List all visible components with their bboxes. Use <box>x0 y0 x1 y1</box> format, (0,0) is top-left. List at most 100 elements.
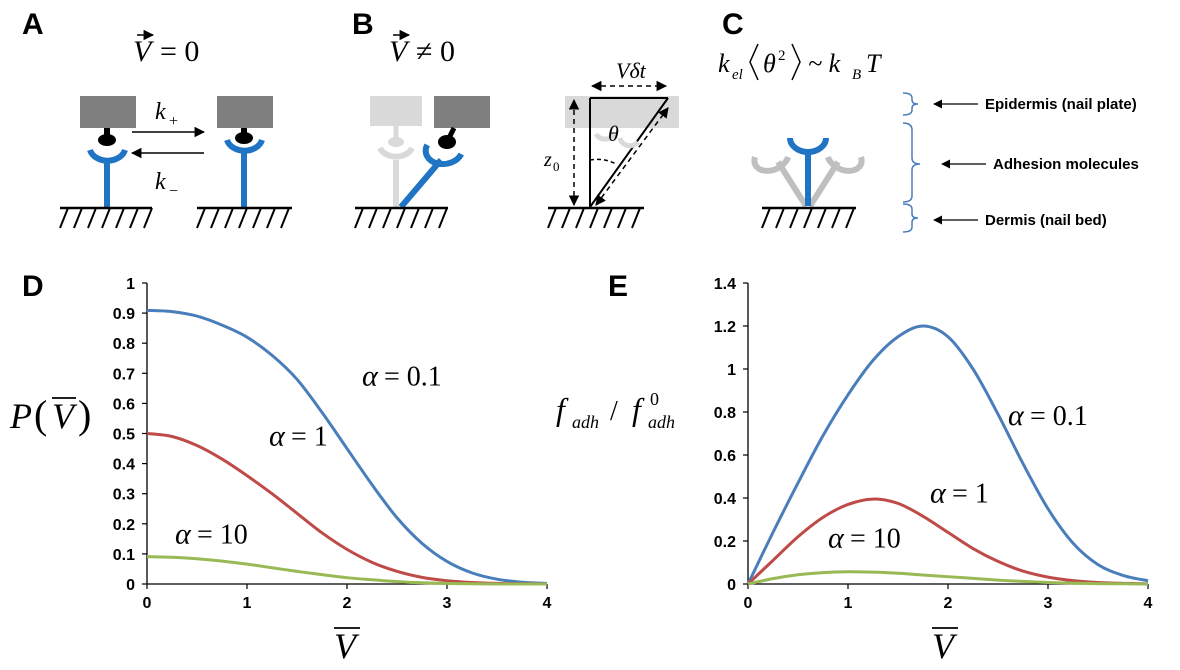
ylabel-e-sub2: adh <box>648 412 675 432</box>
panel-letter-e: E <box>608 270 628 303</box>
k-minus: k <box>155 169 166 195</box>
xlabel-d: V <box>334 626 360 666</box>
eq-c-sim: ~ k <box>808 49 841 78</box>
k-plus-sub: + <box>169 113 178 130</box>
y-tick-label: 0.1 <box>113 547 135 564</box>
ylabel-d-v: V <box>52 396 78 436</box>
layer-braces <box>902 92 921 233</box>
eq-c-theta: θ <box>763 49 776 78</box>
x-tick-label: 1 <box>844 595 853 612</box>
panel-c: C k el θ 2 ~ k B T <box>718 8 1139 233</box>
y-tick-label: 1 <box>126 276 135 293</box>
x-tick-label: 4 <box>1144 595 1153 612</box>
x-tick-label: 3 <box>443 595 452 612</box>
y-tick-label: 0.4 <box>714 491 736 508</box>
x-tick-label: 0 <box>143 595 152 612</box>
series-label-alpha: α <box>1008 399 1025 432</box>
ylabel-d-close-paren-icon: ) <box>78 392 91 437</box>
chart-e: 00.20.40.60.811.21.40 1 2 3 4α = 0.1α = 1α = 10 <box>714 276 1153 612</box>
ylabel-d-p: P <box>9 396 32 436</box>
fluctuating-molecules <box>751 137 865 208</box>
panel-a: A V = 0 k + k − <box>22 8 292 229</box>
series-line <box>746 497 1149 586</box>
y-tick-label: 0.3 <box>113 487 135 504</box>
series-label-value: = 0.1 <box>384 361 442 392</box>
eq-c: k el θ 2 ~ k B T <box>718 43 882 83</box>
z0-label: z <box>543 149 552 171</box>
panel-letter-d: D <box>22 270 44 303</box>
ground-hatch-a-left <box>59 206 153 229</box>
panel-letter-b: B <box>352 8 374 41</box>
y-tick-label: 0.9 <box>113 306 135 323</box>
ylabel-e-f: f <box>556 391 569 427</box>
ylabel-e-f0: f <box>632 391 645 427</box>
series-label-value: = 1 <box>291 422 328 453</box>
series-label-alpha: α <box>362 359 379 392</box>
x-tick-label: 2 <box>343 595 352 612</box>
bound-molecule-left <box>80 96 136 207</box>
ground-hatch-b-geom <box>547 206 644 229</box>
ylabel-e-sup0: 0 <box>650 389 659 409</box>
ylabel-e: f adh / f 0 adh <box>556 389 675 432</box>
eq-b-rhs: ≠ 0 <box>416 35 455 68</box>
v-delta-t: Vδt <box>616 58 647 83</box>
panel-b: B V ≠ 0 <box>352 8 679 229</box>
eq-c-k-sub: el <box>732 67 743 83</box>
x-tick-label: 0 <box>744 595 753 612</box>
x-tick-label: 1 <box>243 595 252 612</box>
series-label-value: = 10 <box>197 519 248 550</box>
y-tick-label: 0.8 <box>714 405 736 422</box>
eq-c-kb-sub: B <box>852 67 861 83</box>
y-tick-label: 0 <box>126 577 135 594</box>
xlabel-e: V <box>932 626 958 666</box>
series-label-alpha: α <box>175 517 192 550</box>
panel-e: E 00.20.40.60.811.21.40 1 2 3 4α = 0.1α = 1α = … <box>556 270 1153 666</box>
ground-hatch-c <box>761 206 856 229</box>
xlabel-e-v: V <box>932 626 958 666</box>
series-label-value: = 1 <box>952 478 989 509</box>
eq-c-k: k <box>718 49 730 78</box>
x-tick-label: 2 <box>944 595 953 612</box>
tilt-geometry: Vδt θ z 0 <box>543 58 679 208</box>
eq-c-sq: 2 <box>778 48 786 64</box>
panel-d: D 00.10.20.30.40.50.60.70.80.910 1 2 3 4α = 0… <box>9 270 552 666</box>
eq-b-lhs: V <box>389 35 411 68</box>
tilted-molecule <box>398 96 490 209</box>
ghost-molecule <box>370 96 422 207</box>
y-tick-label: 0.6 <box>113 396 135 413</box>
series-line <box>146 555 547 586</box>
eq-a-lhs: V <box>133 35 155 68</box>
y-tick-label: 1.2 <box>714 319 736 336</box>
series-label-alpha: α <box>269 420 286 453</box>
theta-label: θ <box>608 121 619 146</box>
layer-label-epidermis: Epidermis (nail plate) <box>985 96 1137 113</box>
y-tick-label: 0.6 <box>714 448 736 465</box>
ground-hatch-b <box>354 206 448 229</box>
y-tick-label: 0.4 <box>113 457 135 474</box>
y-tick-label: 0.5 <box>113 427 135 444</box>
eq-a-rhs: = 0 <box>160 35 199 68</box>
x-tick-label: 3 <box>1044 595 1053 612</box>
y-tick-label: 1.4 <box>714 276 736 293</box>
chart-d: 00.10.20.30.40.50.60.70.80.910 1 2 3 4α = 0.1… <box>113 276 552 612</box>
z0-sub: 0 <box>553 159 560 174</box>
y-tick-label: 0.2 <box>113 517 135 534</box>
y-tick-label: 1 <box>727 362 736 379</box>
xlabel-d-v: V <box>334 626 360 666</box>
y-tick-label: 0 <box>727 577 736 594</box>
layer-label-dermis: Dermis (nail bed) <box>985 212 1107 229</box>
panel-letter-c: C <box>722 8 744 41</box>
series-label-value: = 10 <box>850 523 901 554</box>
ylabel-d-open-paren-icon: ( <box>34 392 47 437</box>
eq-c-T: T <box>866 49 882 78</box>
series-label-alpha: α <box>930 476 947 509</box>
series-label-value: = 0.1 <box>1030 401 1088 432</box>
eq-a: V = 0 <box>133 29 199 68</box>
ylabel-e-sub: adh <box>572 412 599 432</box>
series-line <box>746 324 1149 585</box>
series-label-alpha: α <box>828 521 845 554</box>
k-plus: k <box>155 99 166 125</box>
series-line <box>146 308 548 585</box>
bound-molecule-right <box>217 96 273 207</box>
